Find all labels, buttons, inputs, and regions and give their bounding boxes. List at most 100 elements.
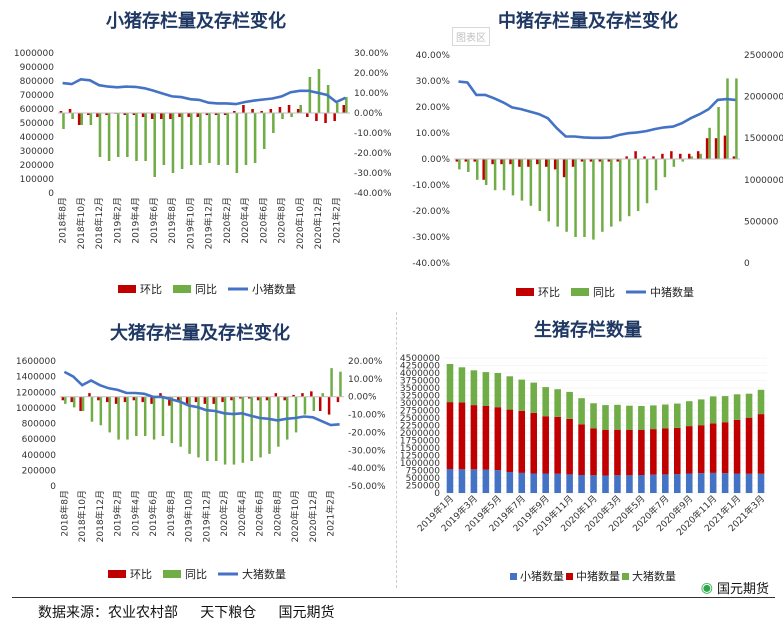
yoy-bar (627, 159, 631, 217)
mom-bar (265, 396, 269, 401)
medium-pig-bar (578, 424, 585, 475)
yoy-bar (321, 393, 324, 397)
mom-bar (141, 113, 145, 117)
left-axis-tick-label: 0 (48, 189, 54, 199)
mom-bar (185, 396, 189, 404)
mom-bar (482, 159, 485, 180)
x-tick-label: 2020年12月 (312, 197, 324, 249)
yoy-bar (135, 396, 138, 436)
medium-pig-bar (614, 429, 621, 476)
mom-bar (256, 396, 260, 401)
mom-bar (296, 109, 300, 113)
yoy-bar (574, 159, 577, 237)
yoy-bar (126, 113, 129, 157)
small-pig-bar (506, 472, 514, 493)
medium-pig-bar (662, 428, 669, 475)
mom-bar (242, 105, 245, 113)
mom-bar (168, 396, 171, 406)
total-pig-chart-panel: 生猪存栏数量 0 250000 500000 750000 1000000 1250000 1… (392, 308, 783, 598)
x-tick-label: 2020年4月 (239, 197, 251, 244)
left-axis-tick-label: 0.00% (421, 155, 450, 165)
yoy-bar (484, 159, 488, 185)
medium-pig-bar (446, 402, 454, 469)
medium-pig-bar (482, 406, 490, 470)
left-axis-tick-label: -30.00% (412, 233, 450, 243)
mom-bar (589, 159, 593, 162)
right-axis-tick-label: -10.00% (354, 129, 392, 139)
yoy-bar (475, 159, 479, 180)
medium-pig-bar (745, 417, 753, 474)
mom-bar (59, 111, 63, 113)
small-pig-bar (446, 469, 454, 493)
yoy-bar (493, 159, 497, 191)
yoy-bar (672, 159, 676, 167)
x-tick-label: 2019年8月 (165, 490, 177, 537)
mom-bar (114, 396, 118, 404)
medium-pig-bar (757, 414, 765, 474)
mom-bar (491, 159, 494, 165)
left-axis-tick-label: 2500000 (400, 414, 440, 424)
x-tick-label: 2020年2月 (218, 490, 230, 537)
yoy-bar (117, 396, 120, 440)
mom-bar (194, 396, 198, 403)
right-axis-tick-label: -40.00% (354, 189, 392, 199)
mom-bar (670, 151, 673, 159)
legend-label-mom: 环比 (538, 286, 560, 299)
mom-bar (643, 156, 646, 159)
mom-bar (518, 159, 521, 167)
mom-bar (123, 396, 127, 403)
medium-pig-bar (685, 426, 693, 474)
small-pig-bar (494, 470, 502, 493)
legend-label-line: 大猪数量 (242, 567, 286, 581)
right-axis-tick-label: -20.00% (348, 428, 386, 438)
x-tick-label: 2020年6月 (254, 490, 266, 537)
mom-bar (214, 113, 218, 115)
mom-bar (607, 159, 611, 162)
right-axis-tick-label: 20.00% (348, 357, 383, 367)
medium-pig-chart: 中猪存栏量及存栏变化 -40.00% -30.00% -20.00% -10.00% 0.… (412, 10, 783, 299)
left-axis-tick-label: 30.00% (416, 77, 451, 87)
mom-bar (536, 159, 539, 165)
yoy-bar (312, 396, 316, 411)
medium-pig-bar (542, 416, 549, 474)
brand-name: 国元期货 (716, 582, 769, 597)
x-tick-label: 2020年10月 (289, 490, 301, 542)
small-pig-bar (662, 474, 669, 493)
small-pig-bar (685, 473, 693, 493)
yoy-bar (636, 159, 640, 211)
left-axis-tick-label: 600000 (22, 435, 57, 445)
yoy-bar (188, 396, 191, 454)
yoy-bar (116, 113, 120, 157)
large-pig-bar (602, 405, 609, 430)
yoy-bar (339, 371, 342, 397)
medium-pig-bar (554, 416, 561, 474)
yoy-bar (717, 107, 720, 159)
large-pig-bar (494, 373, 502, 408)
yoy-bar (189, 113, 193, 165)
large-pig-bar (590, 403, 597, 429)
yoy-bar (197, 396, 200, 458)
mom-bar (333, 113, 336, 121)
x-tick-label: 2020年12月 (307, 490, 319, 542)
yoy-bar (303, 396, 307, 415)
small-pig-bar (590, 475, 597, 493)
yoy-bar (663, 159, 667, 178)
medium-pig-bar (506, 409, 514, 472)
large-pig-bar (554, 389, 561, 417)
legend-swatch-mom (118, 285, 136, 293)
mom-bar (196, 113, 200, 117)
x-tick-label: 2020年2月 (221, 197, 233, 244)
small-pig-bar (518, 472, 526, 493)
left-axis-tick-label: 1750000 (400, 437, 440, 447)
yoy-bar (699, 153, 702, 159)
legend-label: 大猪数量 (632, 569, 676, 583)
left-axis-tick-label: 1000000 (16, 404, 56, 414)
yoy-bar (135, 113, 138, 161)
yoy-bar (153, 113, 157, 177)
left-axis-tick-label: -10.00% (412, 181, 450, 191)
small-pig-bar (482, 469, 490, 493)
right-axis-tick-label: 30.00% (354, 49, 389, 59)
large-pig-bar (745, 393, 753, 418)
small-pig-bar (602, 475, 609, 493)
medium-pig-bar (733, 419, 741, 474)
